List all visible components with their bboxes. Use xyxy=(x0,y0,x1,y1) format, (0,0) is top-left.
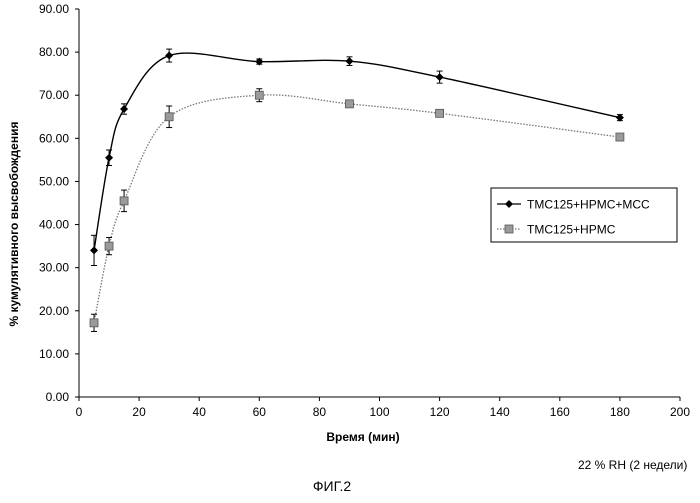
data-point-square xyxy=(120,197,128,205)
legend-label-series-1: TMC125+HPMC+MCC xyxy=(527,198,650,212)
data-point-diamond xyxy=(120,105,128,113)
figure-caption: ФИГ.2 xyxy=(313,478,351,494)
x-tick-label: 20 xyxy=(132,405,146,419)
x-tick-label: 60 xyxy=(253,405,267,419)
y-tick-label: 90.00 xyxy=(39,2,69,16)
legend-label-series-2: TMC125+HPMC xyxy=(527,223,616,237)
data-point-square xyxy=(616,133,624,141)
data-point-square xyxy=(436,109,444,117)
data-point-diamond xyxy=(436,73,444,81)
data-point-square xyxy=(105,242,113,250)
data-point-diamond xyxy=(165,52,173,60)
y-tick-label: 10.00 xyxy=(39,347,69,361)
data-point-square xyxy=(255,91,263,99)
y-tick-label: 0.00 xyxy=(46,390,70,404)
data-point-square xyxy=(90,319,98,327)
y-tick-label: 20.00 xyxy=(39,304,69,318)
x-axis-label: Время (мин) xyxy=(326,430,399,444)
y-tick-label: 40.00 xyxy=(39,218,69,232)
y-tick-label: 30.00 xyxy=(39,261,69,275)
x-tick-label: 140 xyxy=(490,405,510,419)
legend: TMC125+HPMC+MCC TMC125+HPMC xyxy=(491,188,677,242)
condition-note: 22 % RH (2 недели) xyxy=(578,458,687,472)
data-point-diamond xyxy=(345,57,353,65)
x-tick-label: 120 xyxy=(430,405,450,419)
y-tick-label: 80.00 xyxy=(39,45,69,59)
data-point-diamond xyxy=(90,246,98,254)
x-tick-label: 0 xyxy=(76,405,83,419)
x-tick-label: 80 xyxy=(313,405,327,419)
y-tick-label: 50.00 xyxy=(39,174,69,188)
x-tick-label: 40 xyxy=(193,405,207,419)
y-tick-label: 70.00 xyxy=(39,88,69,102)
x-tick-label: 100 xyxy=(369,405,389,419)
y-axis-label: % кумулятивного высвобождения xyxy=(7,122,21,327)
data-point-square xyxy=(345,100,353,108)
x-tick-label: 180 xyxy=(610,405,630,419)
x-tick-label: 200 xyxy=(670,405,690,419)
legend-marker-square-icon xyxy=(505,225,513,233)
data-point-square xyxy=(165,113,173,121)
y-tick-label: 60.00 xyxy=(39,131,69,145)
x-tick-label: 160 xyxy=(550,405,570,419)
data-point-diamond xyxy=(105,154,113,162)
